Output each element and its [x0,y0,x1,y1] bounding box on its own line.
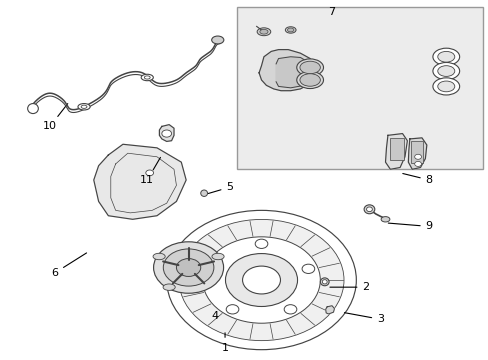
Ellipse shape [211,36,224,44]
Circle shape [166,210,356,350]
Ellipse shape [28,104,38,113]
Ellipse shape [201,190,207,197]
Ellipse shape [322,280,326,284]
Polygon shape [276,57,305,88]
Ellipse shape [211,253,224,260]
Circle shape [162,130,171,137]
Text: 6: 6 [51,253,86,278]
Circle shape [176,258,201,276]
Polygon shape [385,134,407,169]
Bar [410,141,423,163]
Ellipse shape [78,104,90,110]
Text: 9: 9 [387,221,432,231]
Ellipse shape [299,74,320,86]
Text: 7: 7 [328,7,335,17]
Circle shape [153,242,223,293]
Bar [389,138,403,160]
Text: 10: 10 [43,104,68,131]
Text: 1: 1 [221,333,228,353]
Ellipse shape [257,28,270,36]
Circle shape [255,239,267,248]
Ellipse shape [432,63,459,80]
Circle shape [284,305,296,314]
Ellipse shape [163,284,175,291]
Ellipse shape [432,48,459,65]
Circle shape [208,264,221,274]
Text: 4: 4 [211,297,219,321]
Polygon shape [259,50,314,91]
Ellipse shape [366,207,372,212]
Ellipse shape [296,71,323,89]
Circle shape [203,237,320,323]
Ellipse shape [437,51,454,62]
Circle shape [163,249,213,286]
Ellipse shape [296,59,323,76]
Ellipse shape [153,253,165,260]
Ellipse shape [320,278,328,286]
Text: 3: 3 [344,313,384,324]
Ellipse shape [285,27,295,33]
Ellipse shape [364,205,374,214]
Circle shape [225,253,297,306]
Ellipse shape [287,28,293,32]
Polygon shape [407,138,426,169]
Text: 5: 5 [208,182,233,194]
Ellipse shape [259,30,267,34]
Ellipse shape [432,78,459,95]
Ellipse shape [380,217,389,222]
Text: 11: 11 [140,157,160,185]
Circle shape [414,161,421,166]
Ellipse shape [437,66,454,76]
FancyBboxPatch shape [237,7,482,169]
Ellipse shape [141,74,153,81]
Circle shape [414,154,421,159]
Circle shape [226,305,238,314]
Polygon shape [94,144,186,219]
Polygon shape [159,125,174,141]
Text: 2: 2 [329,282,369,292]
Ellipse shape [299,61,320,74]
Polygon shape [325,306,334,314]
Text: 8: 8 [402,174,432,185]
Circle shape [302,264,314,274]
Circle shape [179,219,343,341]
Circle shape [242,266,280,294]
Circle shape [145,170,153,176]
Ellipse shape [437,81,454,92]
